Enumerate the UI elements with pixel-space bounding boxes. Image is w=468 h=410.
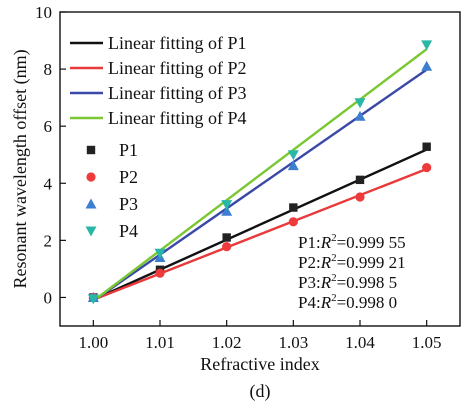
legend-label: P1 (119, 140, 138, 160)
data-point-p4 (421, 40, 433, 51)
data-point-p3 (354, 110, 366, 121)
x-tick-label: 1.05 (412, 333, 442, 352)
data-point-p2 (355, 192, 365, 202)
y-tick-label: 0 (44, 288, 53, 307)
y-tick-label: 4 (44, 174, 53, 193)
legend-marker-p3 (85, 198, 97, 209)
data-point-p1 (355, 175, 365, 185)
data-point-p1 (422, 142, 431, 151)
data-point-p4 (87, 294, 99, 305)
fit-lines (92, 48, 428, 302)
data-point-p4 (354, 98, 366, 109)
data-point-p1 (289, 203, 298, 212)
data-point-p3 (221, 205, 233, 216)
axis-ticks: 1.00 1.01 1.02 1.03 1.04 1.05 0 2 4 6 8 10 (35, 3, 442, 352)
legend-label: P2 (119, 167, 138, 187)
legend-label: Linear fitting of P3 (108, 83, 246, 103)
legend-marker-p4 (85, 226, 97, 237)
data-point-p3 (421, 60, 433, 71)
fit-line-p4 (92, 48, 428, 302)
x-tick-label: 1.00 (78, 333, 108, 352)
data-point-p2 (288, 217, 298, 227)
r-squared-annotation-p4: P4:R2=0.998 0 (298, 292, 397, 312)
data-point-p3 (287, 160, 299, 171)
fit-line-p1 (92, 148, 428, 301)
data-point-p2 (422, 162, 432, 173)
y-tick-label: 8 (44, 60, 53, 79)
legend-label: Linear fitting of P4 (108, 108, 246, 128)
figure-caption: (d) (250, 381, 271, 402)
r-squared-annotation-p1: P1:R2=0.999 55 (298, 232, 406, 252)
fit-line-p2 (92, 167, 428, 301)
legend-label: P3 (119, 194, 138, 214)
x-tick-label: 1.04 (345, 333, 375, 352)
x-axis-label: Refractive index (200, 354, 319, 374)
fit-line-p3 (92, 68, 428, 302)
y-axis-label: Resonant wavelength offset (nm) (10, 49, 31, 288)
x-tick-label: 1.03 (278, 333, 308, 352)
data-point-p1 (222, 233, 231, 242)
data-point-p2 (155, 268, 165, 278)
data-points (87, 40, 433, 305)
legend: Linear fitting of P1 Linear fitting of P2… (70, 33, 246, 241)
data-point-p4 (287, 150, 299, 161)
r-squared-annotation-p2: P2:R2=0.999 21 (298, 252, 406, 272)
x-tick-label: 1.01 (145, 333, 175, 352)
legend-label: P4 (119, 221, 138, 241)
y-tick-label: 2 (44, 231, 53, 250)
legend-marker-p1 (86, 145, 96, 155)
legend-marker-p2 (86, 172, 96, 182)
y-tick-label: 6 (44, 117, 53, 136)
y-tick-label: 10 (35, 3, 52, 22)
data-point-p2 (222, 242, 232, 252)
legend-label: Linear fitting of P2 (108, 58, 246, 78)
data-point-p4 (221, 200, 233, 211)
r-squared-annotation-p3: P3:R2=0.998 5 (298, 272, 397, 292)
data-point-p4 (154, 248, 166, 259)
x-tick-label: 1.02 (212, 333, 242, 352)
legend-label: Linear fitting of P1 (108, 33, 246, 53)
plot-frame (59, 11, 461, 327)
